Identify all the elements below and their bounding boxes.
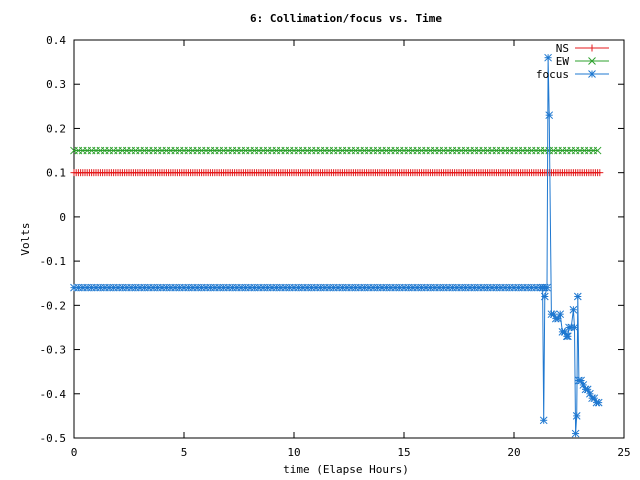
marker-stroke bbox=[586, 389, 594, 398]
data-point-focus bbox=[564, 332, 572, 341]
data-point-focus bbox=[545, 111, 554, 120]
legend-label-focus: focus bbox=[536, 68, 569, 81]
data-point-focus bbox=[569, 305, 578, 314]
chart-title: 6: Collimation/focus vs. Time bbox=[250, 12, 442, 25]
legend-label-EW: EW bbox=[556, 55, 570, 68]
marker-stroke bbox=[544, 53, 552, 62]
marker-stroke bbox=[545, 111, 554, 120]
x-axis-label: time (Elapse Hours) bbox=[283, 463, 409, 476]
y-tick-label: 0 bbox=[59, 211, 66, 224]
marker-stroke bbox=[564, 332, 572, 341]
marker-stroke bbox=[540, 292, 549, 301]
marker-stroke bbox=[583, 385, 592, 394]
y-axis-label: Volts bbox=[19, 222, 32, 255]
marker-stroke bbox=[539, 416, 548, 425]
data-point-NS bbox=[596, 169, 604, 177]
x-tick-label: 15 bbox=[397, 446, 410, 459]
marker-stroke bbox=[593, 146, 602, 155]
data-point-focus bbox=[556, 310, 565, 319]
legend-marker-focus bbox=[588, 70, 596, 78]
marker-stroke bbox=[594, 398, 603, 407]
y-tick-label: 0.1 bbox=[46, 167, 66, 180]
legend-marker-EW bbox=[588, 57, 596, 65]
marker-stroke bbox=[573, 292, 582, 301]
y-tick-label: 0.2 bbox=[46, 122, 66, 135]
legend-marker-NS bbox=[588, 44, 596, 52]
data-point-focus bbox=[571, 429, 580, 438]
y-tick-label: -0.3 bbox=[40, 344, 67, 357]
marker-stroke bbox=[579, 381, 588, 389]
x-tick-label: 25 bbox=[617, 446, 630, 459]
y-tick-label: 0.3 bbox=[46, 78, 66, 91]
series-EW bbox=[70, 146, 602, 155]
x-tick-label: 5 bbox=[181, 446, 188, 459]
marker-stroke bbox=[571, 429, 580, 438]
data-point-focus bbox=[543, 283, 551, 292]
x-tick-label: 0 bbox=[71, 446, 78, 459]
data-point-focus bbox=[540, 292, 549, 301]
marker-stroke bbox=[570, 323, 579, 332]
marker-stroke bbox=[577, 376, 585, 385]
data-point-EW bbox=[593, 146, 602, 155]
data-point-focus bbox=[573, 292, 582, 301]
marker-stroke bbox=[549, 310, 558, 319]
plot-frame bbox=[73, 39, 625, 439]
data-point-focus bbox=[594, 398, 603, 407]
data-point-focus bbox=[572, 412, 581, 420]
series-line-focus bbox=[74, 57, 599, 434]
data-point-focus bbox=[544, 53, 552, 62]
marker-stroke bbox=[556, 310, 565, 319]
marker-stroke bbox=[543, 283, 551, 292]
y-tick-label: -0.2 bbox=[40, 299, 67, 312]
y-tick-label: -0.4 bbox=[40, 388, 67, 401]
data-point-focus bbox=[570, 323, 579, 332]
y-tick-label: -0.5 bbox=[40, 432, 67, 445]
marker-stroke bbox=[572, 412, 581, 420]
marker-stroke bbox=[588, 57, 596, 65]
series-NS bbox=[70, 169, 604, 177]
legend-label-NS: NS bbox=[556, 42, 569, 55]
x-tick-label: 10 bbox=[287, 446, 300, 459]
data-point-focus bbox=[539, 416, 548, 425]
y-tick-label: 0.4 bbox=[46, 34, 66, 47]
y-tick-label: -0.1 bbox=[40, 255, 67, 268]
series-focus bbox=[70, 53, 603, 438]
marker-stroke bbox=[590, 394, 599, 403]
marker-stroke bbox=[569, 305, 578, 314]
x-tick-label: 20 bbox=[507, 446, 520, 459]
marker-stroke bbox=[588, 70, 596, 78]
